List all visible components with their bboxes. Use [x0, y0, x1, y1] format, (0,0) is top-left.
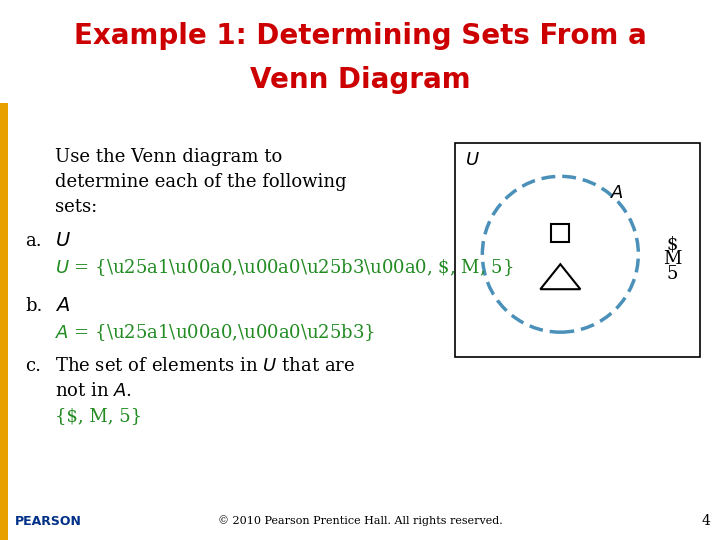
Text: $U$: $U$	[465, 151, 480, 168]
Bar	[0, 502, 8, 540]
Text: 4: 4	[701, 514, 710, 528]
Text: determine each of the following: determine each of the following	[55, 172, 346, 191]
Text: 5: 5	[666, 265, 678, 283]
Text: The set of elements in $U$ that are: The set of elements in $U$ that are	[55, 357, 355, 375]
Text: © 2010 Pearson Prentice Hall. All rights reserved.: © 2010 Pearson Prentice Hall. All rights…	[217, 516, 503, 526]
Text: sets:: sets:	[55, 198, 97, 215]
Text: Example 1: Determining Sets From a: Example 1: Determining Sets From a	[73, 22, 647, 50]
Text: $A$: $A$	[55, 298, 70, 315]
Text: $A$ = {\u25a1\u00a0,\u00a0\u25b3}: $A$ = {\u25a1\u00a0,\u00a0\u25b3}	[55, 322, 375, 343]
Bar	[0, 103, 8, 502]
Text: c.: c.	[25, 357, 41, 375]
Text: Use the Venn diagram to: Use the Venn diagram to	[55, 147, 282, 166]
Bar	[455, 143, 700, 357]
Bar	[552, 224, 570, 242]
Text: not in $A$.: not in $A$.	[55, 382, 132, 400]
Text: $U$: $U$	[55, 232, 71, 251]
Text: $A$: $A$	[611, 184, 624, 202]
Text: \$: \$	[666, 235, 678, 253]
Text: PEARSON: PEARSON	[15, 515, 82, 528]
Text: {\$, M, 5}: {\$, M, 5}	[55, 407, 142, 426]
Text: $U$ = {\u25a1\u00a0,\u00a0\u25b3\u00a0, \$, M, 5}: $U$ = {\u25a1\u00a0,\u00a0\u25b3\u00a0, …	[55, 258, 513, 278]
Text: b.: b.	[25, 298, 42, 315]
Text: Venn Diagram: Venn Diagram	[250, 66, 470, 94]
Text: a.: a.	[25, 232, 42, 251]
Text: M: M	[663, 250, 681, 268]
